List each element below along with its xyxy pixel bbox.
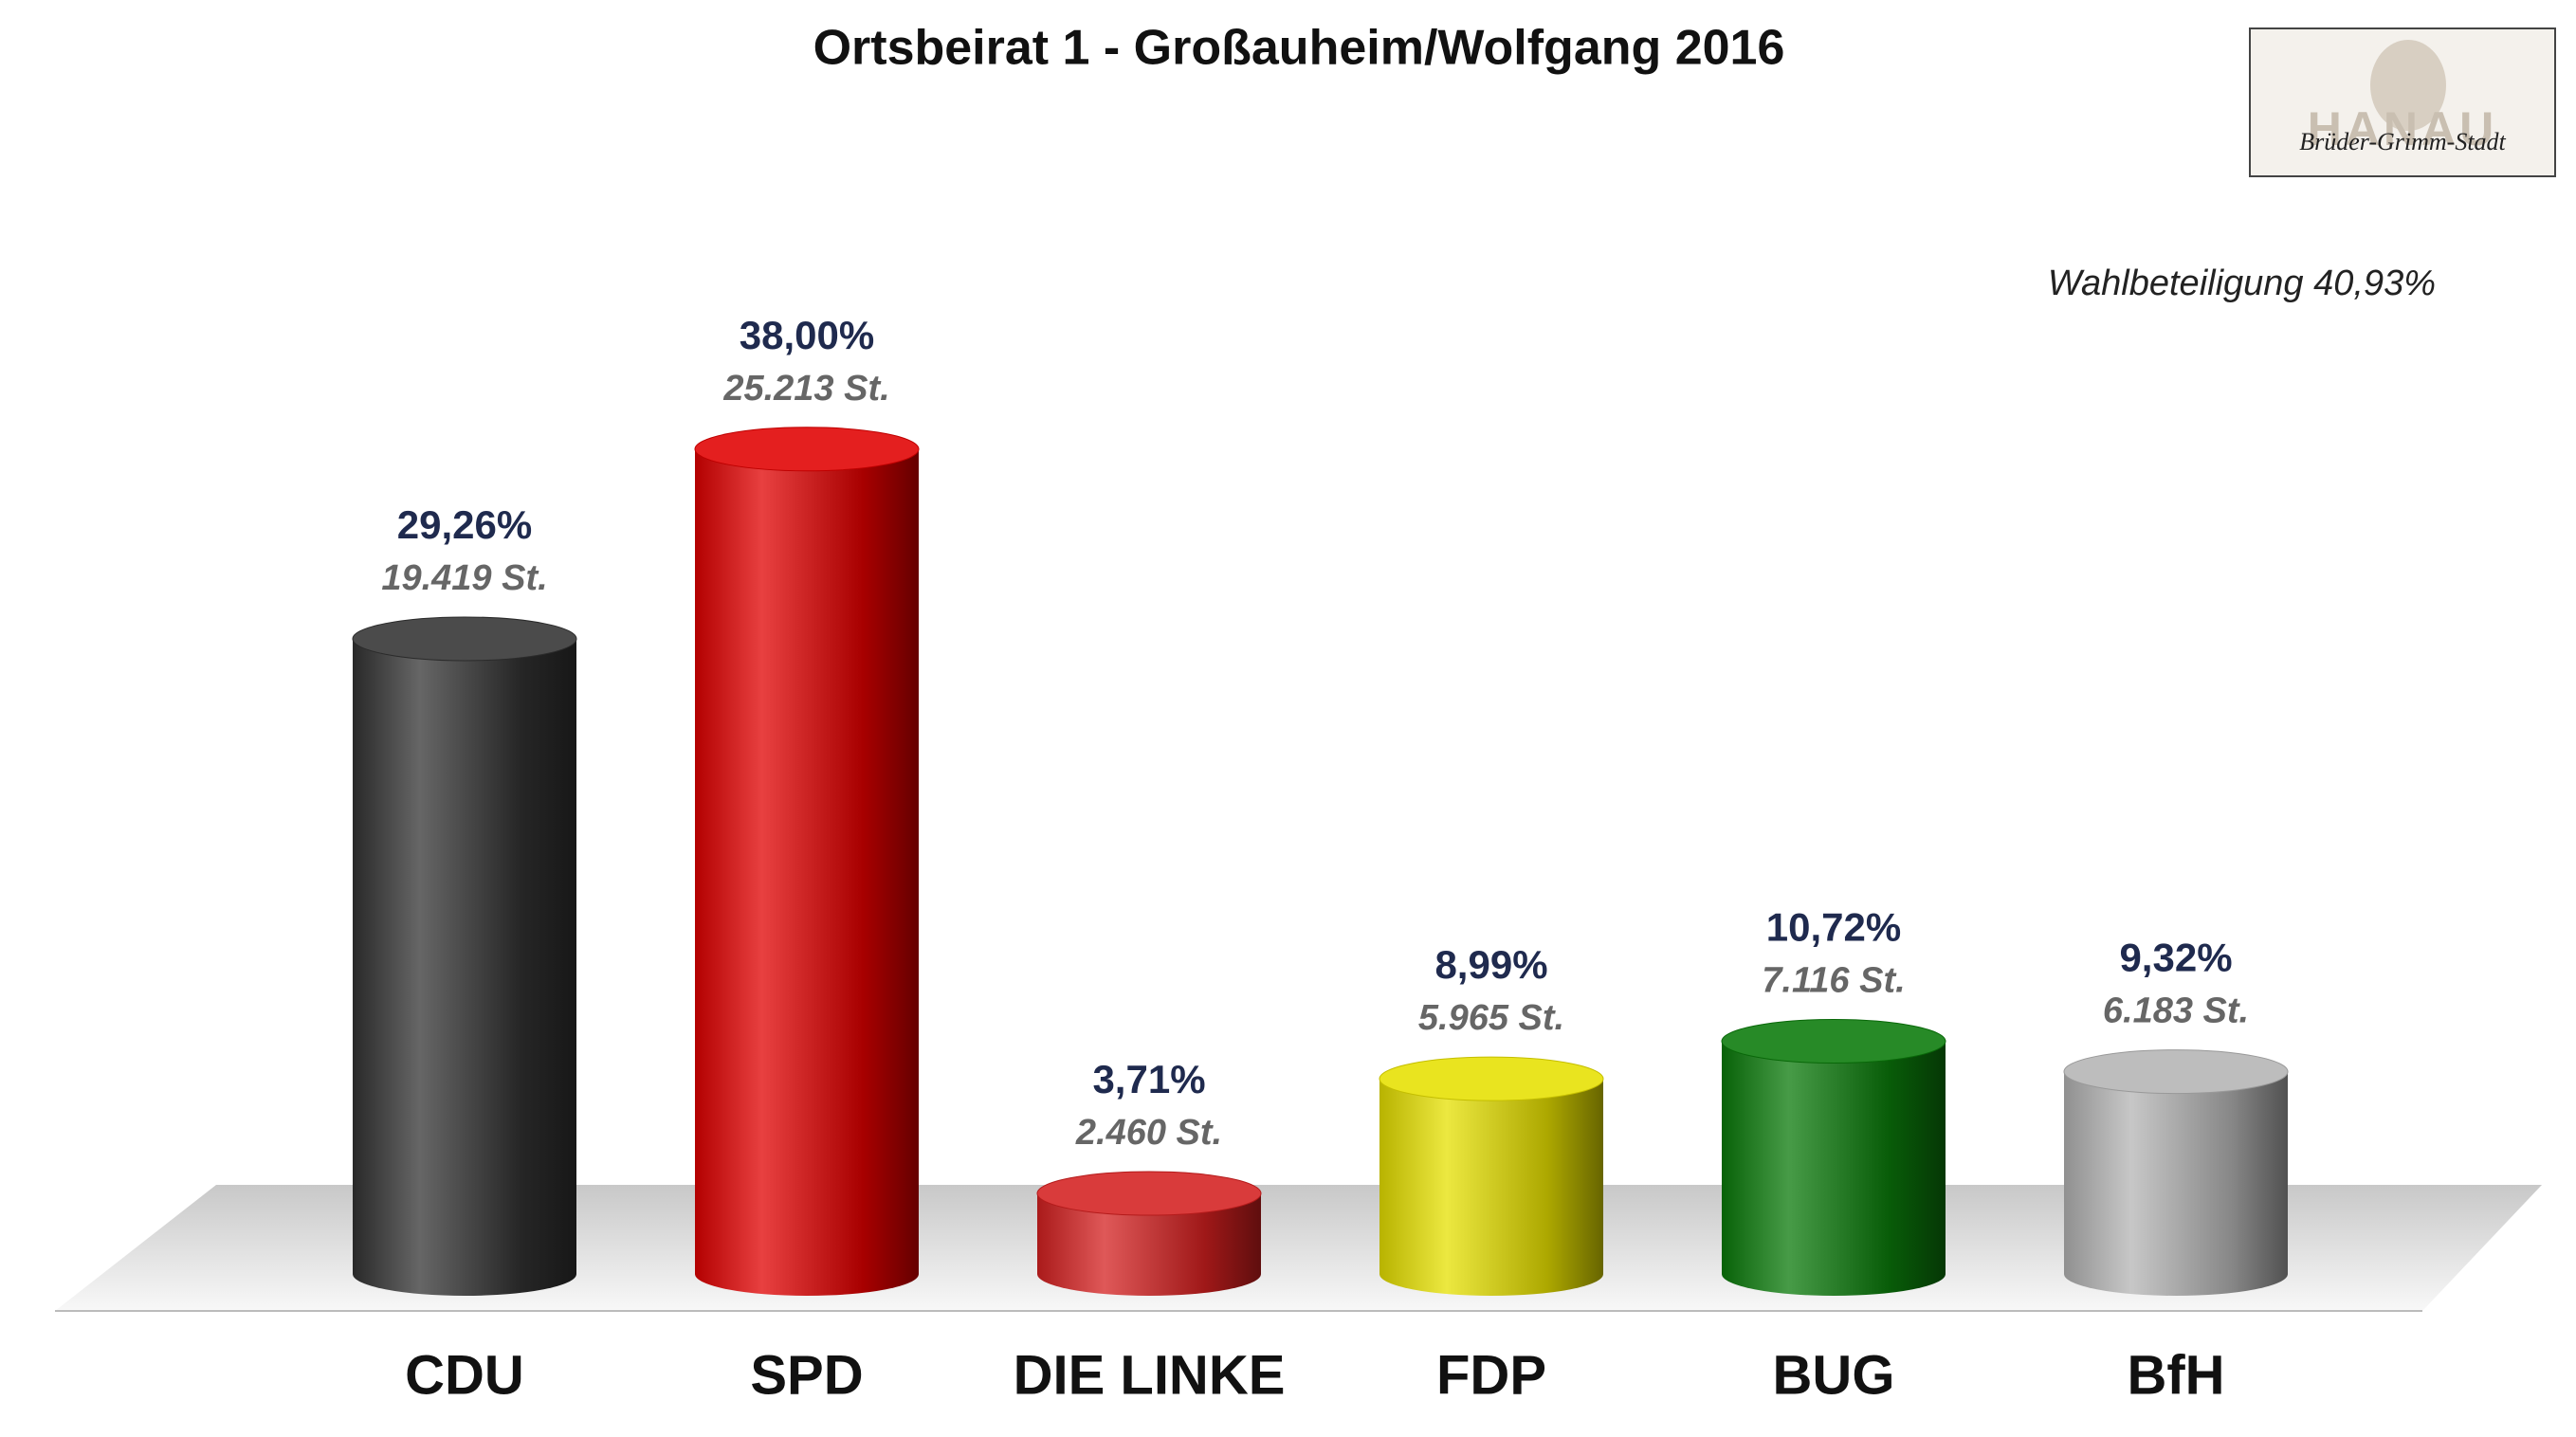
vote-label: 2.460 St.: [1075, 1113, 1222, 1153]
x-tick-label: SPD: [750, 1344, 863, 1406]
x-tick-label: FDP: [1436, 1344, 1546, 1406]
bar: [353, 638, 576, 1274]
value-label: 38,00%: [740, 313, 874, 357]
chart-title: Ortsbeirat 1 - Großauheim/Wolfgang 2016: [813, 21, 1785, 76]
bar-top: [1036, 1171, 1262, 1216]
x-tick-label: BUG: [1773, 1344, 1895, 1406]
logo-text: HANAU: [2308, 102, 2498, 155]
logo-subtitle: Brüder-Grimm-Stadt: [2299, 128, 2506, 155]
logo: HANAU Brüder-Grimm-Stadt: [2249, 27, 2556, 177]
vote-label: 25.213 St.: [722, 369, 889, 409]
bar-top: [694, 427, 920, 472]
vote-label: 6.183 St.: [2103, 991, 2249, 1031]
x-tick-label: DIE LINKE: [1014, 1344, 1286, 1406]
value-label: 3,71%: [1092, 1057, 1205, 1101]
bar: [1379, 1079, 1603, 1274]
bar-top: [1721, 1019, 1946, 1064]
bar: [2064, 1071, 2288, 1274]
vote-label: 19.419 St.: [381, 558, 547, 598]
value-label: 9,32%: [2119, 936, 2232, 980]
vote-label: 5.965 St.: [1418, 998, 1564, 1038]
value-label: 8,99%: [1434, 942, 1547, 987]
logo-portrait: [2370, 40, 2446, 131]
bar: [695, 448, 919, 1274]
vote-label: 7.116 St.: [1762, 961, 1905, 1001]
bar-top: [352, 616, 577, 662]
bar-top: [2063, 1049, 2289, 1095]
value-label: 10,72%: [1766, 905, 1901, 950]
bar-top: [1379, 1056, 1604, 1101]
annotation: Wahlbeteiligung 40,93%: [2048, 264, 2436, 303]
bar: [1722, 1041, 1946, 1274]
value-label: 29,26%: [397, 502, 532, 547]
x-tick-label: CDU: [405, 1344, 524, 1406]
x-tick-label: BfH: [2127, 1344, 2224, 1406]
